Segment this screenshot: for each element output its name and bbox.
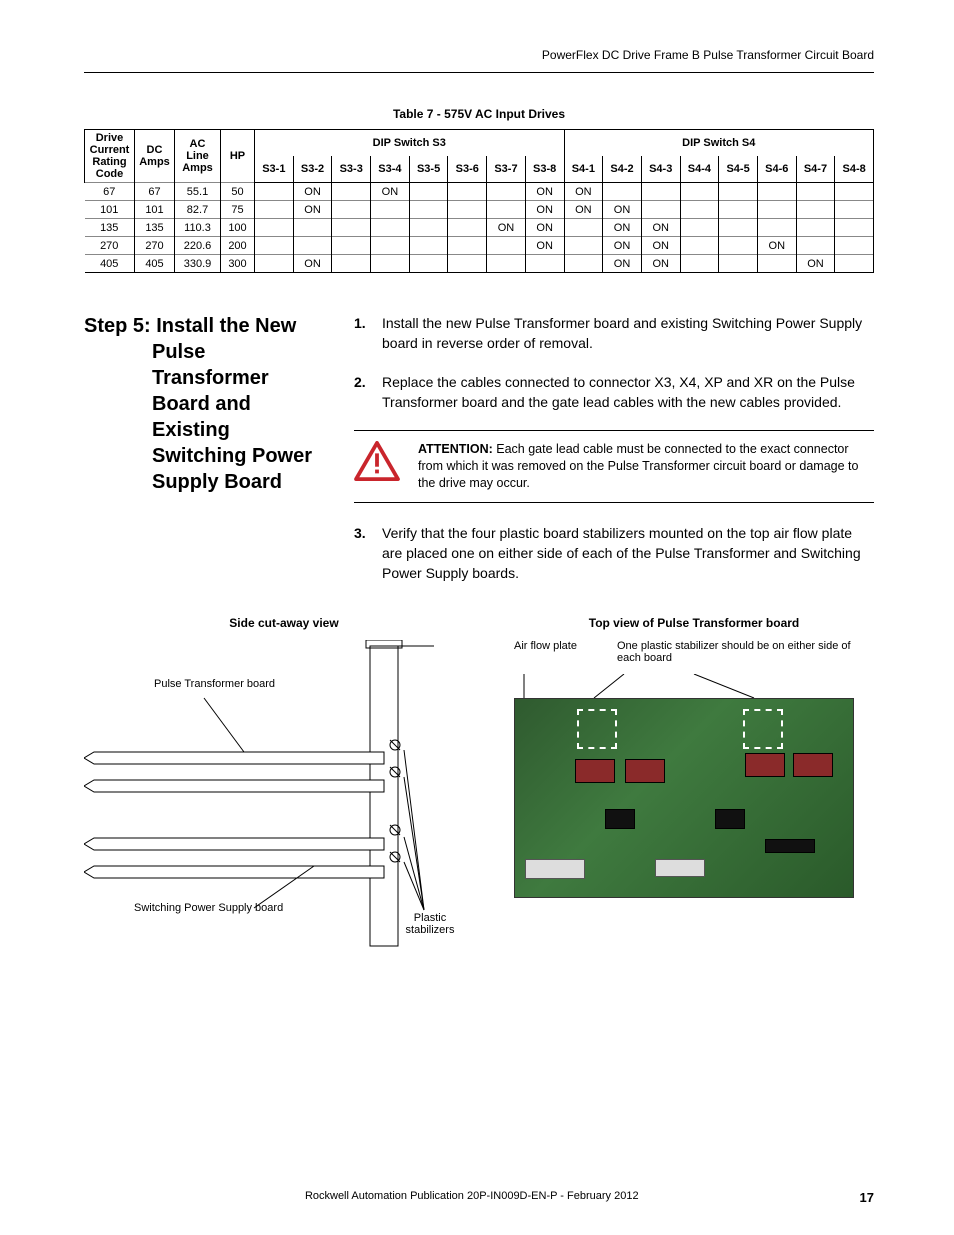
- step-title: Step 5: Install the NewPulse Transformer…: [84, 313, 324, 495]
- step-item-1: Install the new Pulse Transformer board …: [354, 313, 874, 354]
- col-s3-2: S3-2: [293, 156, 332, 183]
- table-row: 676755.150ONONONON: [85, 183, 874, 201]
- label-stabilizer-note: One plastic stabilizer should be on eith…: [617, 640, 874, 664]
- col-group-s3: DIP Switch S3: [255, 130, 565, 157]
- col-s4-8: S4-8: [835, 156, 874, 183]
- attention-text: ATTENTION: Each gate lead cable must be …: [418, 441, 874, 492]
- warning-icon: [354, 441, 400, 486]
- col-drive-code: Drive Current Rating Code: [85, 130, 135, 183]
- dip-switch-table: Drive Current Rating Code DC Amps AC Lin…: [84, 129, 874, 273]
- col-s4-4: S4-4: [680, 156, 719, 183]
- label-stabilizers: Plastic stabilizers: [400, 912, 460, 936]
- col-s4-3: S4-3: [641, 156, 680, 183]
- col-s3-7: S3-7: [487, 156, 526, 183]
- col-s4-1: S4-1: [564, 156, 603, 183]
- col-s3-6: S3-6: [448, 156, 487, 183]
- label-pt-board: Pulse Transformer board: [154, 678, 275, 690]
- col-s4-2: S4-2: [603, 156, 642, 183]
- col-s3-5: S3-5: [409, 156, 448, 183]
- step-item-3: Verify that the four plastic board stabi…: [354, 523, 874, 584]
- page-number: 17: [860, 1190, 874, 1205]
- top-view-diagram: Air flow plate One plastic stabilizer sh…: [514, 640, 874, 898]
- label-air-flow-plate: Air flow plate: [514, 640, 577, 664]
- attention-box: ATTENTION: Each gate lead cable must be …: [354, 430, 874, 503]
- col-hp: HP: [221, 130, 255, 183]
- table-row: 270270220.6200ONONONON: [85, 237, 874, 255]
- col-s3-8: S3-8: [525, 156, 564, 183]
- col-s4-5: S4-5: [719, 156, 758, 183]
- page-footer: Rockwell Automation Publication 20P-IN00…: [84, 1190, 874, 1205]
- fig-left-caption: Side cut-away view: [84, 616, 484, 630]
- col-s4-7: S4-7: [796, 156, 835, 183]
- table-row: 10110182.775ONONONON: [85, 201, 874, 219]
- table-caption: Table 7 - 575V AC Input Drives: [84, 107, 874, 121]
- step-item-2: Replace the cables connected to connecto…: [354, 372, 874, 413]
- col-dc-amps: DC Amps: [135, 130, 175, 183]
- col-ac-amps: AC Line Amps: [175, 130, 221, 183]
- pcb-photo: [514, 698, 854, 898]
- col-group-s4: DIP Switch S4: [564, 130, 874, 157]
- col-s3-4: S3-4: [371, 156, 410, 183]
- table-row: 405405330.9300ONONONON: [85, 255, 874, 273]
- col-s3-3: S3-3: [332, 156, 371, 183]
- col-s4-6: S4-6: [757, 156, 796, 183]
- fig-right-caption: Top view of Pulse Transformer board: [514, 616, 874, 630]
- side-cutaway-diagram: Pulse Transformer board Switching Power …: [84, 640, 484, 960]
- col-s3-1: S3-1: [255, 156, 294, 183]
- publication-info: Rockwell Automation Publication 20P-IN00…: [305, 1190, 639, 1205]
- page-header: PowerFlex DC Drive Frame B Pulse Transfo…: [84, 48, 874, 73]
- table-row: 135135110.3100ONONONON: [85, 219, 874, 237]
- label-sps-board: Switching Power Supply board: [134, 902, 283, 914]
